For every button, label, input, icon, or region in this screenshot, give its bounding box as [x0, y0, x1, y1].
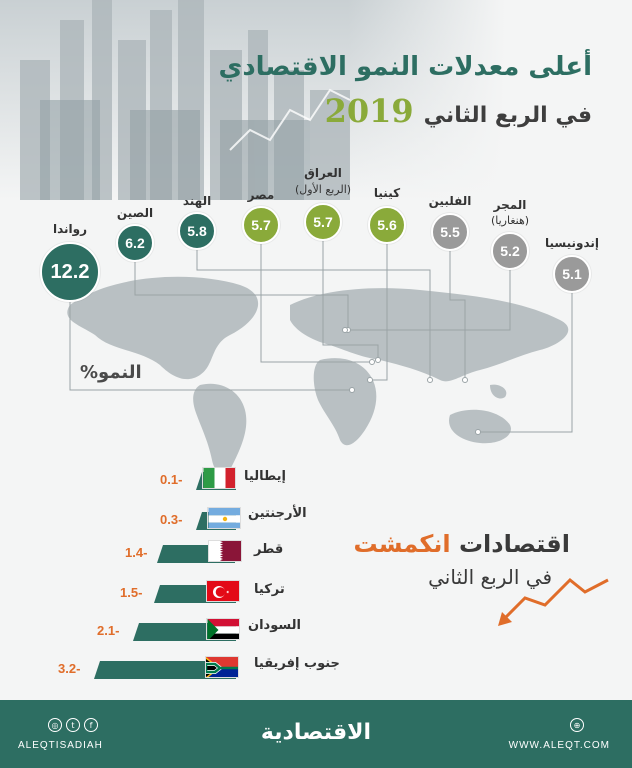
bar-south-africa — [94, 661, 236, 679]
growth-bubble-egypt: 5.7 — [242, 206, 280, 244]
value-argentina: 0.3- — [160, 512, 183, 527]
country-italy: إيطاليا — [244, 469, 286, 484]
south-africa-flag — [205, 656, 239, 678]
website-link[interactable]: WWW.ALEQT.COM — [508, 740, 610, 751]
country-label-china: الصين — [116, 206, 154, 220]
argentina-flag — [207, 507, 241, 529]
world-map — [67, 276, 569, 474]
web-icon[interactable]: ⊕ — [570, 718, 584, 732]
main-title: أعلى معدلات النمو الاقتصادي — [218, 52, 592, 82]
country-label-kenya: كينيا — [373, 186, 401, 200]
growth-bubble-india: 5.8 — [178, 212, 216, 250]
qatar-flag — [208, 540, 242, 562]
country-label-egypt: مصر — [247, 188, 275, 202]
contracted-subtitle: في الربع الثاني — [428, 565, 552, 589]
growth-bubble-rwanda: 12.2 — [40, 242, 100, 302]
contracted-title-part1: اقتصادات — [458, 530, 570, 558]
growth-bubble-indonesia: 5.1 — [553, 255, 591, 293]
social-handle[interactable]: ALEQTISADIAH — [18, 740, 103, 751]
decline-arrow-icon — [498, 577, 609, 626]
growth-bubble-kenya: 5.6 — [368, 206, 406, 244]
country-label-philippines: الفلبين — [428, 194, 472, 208]
country-note-iraq: (الربع الأول) — [294, 183, 352, 196]
growth-bubble-china: 6.2 — [116, 224, 154, 262]
value-qatar: 1.4- — [125, 545, 148, 560]
country-label-hungary: المجر — [493, 198, 527, 212]
footer: ◎ t f ALEQTISADIAH الاقتصادية ⊕ WWW.ALEQ… — [0, 700, 632, 768]
subtitle: في الربع الثاني 2019 — [325, 92, 592, 130]
contracted-title-part2: انكمشت — [353, 530, 451, 558]
growth-bubble-hungary: 5.2 — [491, 232, 529, 270]
country-label-iraq: العراق — [304, 166, 342, 180]
country-label-india: الهند — [182, 194, 212, 208]
connector-lines — [69, 240, 573, 435]
instagram-icon[interactable]: ◎ — [48, 718, 62, 732]
country-turkey: تركيا — [254, 582, 285, 597]
growth-axis-label: النمو% — [80, 362, 142, 383]
value-turkey: 1.5- — [120, 585, 143, 600]
sudan-flag — [206, 618, 240, 640]
subtitle-year: 2019 — [324, 92, 414, 130]
brand-logo: الاقتصادية — [260, 720, 372, 745]
country-note-hungary: (هنغاريا) — [490, 214, 530, 227]
twitter-icon[interactable]: t — [66, 718, 80, 732]
country-label-rwanda: رواندا — [52, 222, 88, 236]
city-skyline-image — [0, 0, 632, 200]
facebook-icon[interactable]: f — [84, 718, 98, 732]
contracted-title: اقتصادات انكمشت — [353, 530, 570, 558]
value-sudan: 2.1- — [97, 623, 120, 638]
growth-bubble-philippines: 5.5 — [431, 213, 469, 251]
value-south-africa: 3.2- — [58, 661, 81, 676]
subtitle-text: في الربع الثاني — [423, 103, 592, 128]
country-south-africa: جنوب إفريقيا — [254, 656, 340, 671]
country-sudan: السودان — [248, 618, 301, 633]
value-italy: 0.1- — [160, 472, 183, 487]
country-label-indonesia: إندونيسيا — [544, 236, 600, 250]
country-qatar: قطر — [254, 542, 284, 557]
italy-flag — [202, 467, 236, 489]
growth-bubble-iraq: 5.7 — [304, 203, 342, 241]
country-argentina: الأرجنتين — [248, 506, 307, 521]
turkey-flag — [206, 580, 240, 602]
